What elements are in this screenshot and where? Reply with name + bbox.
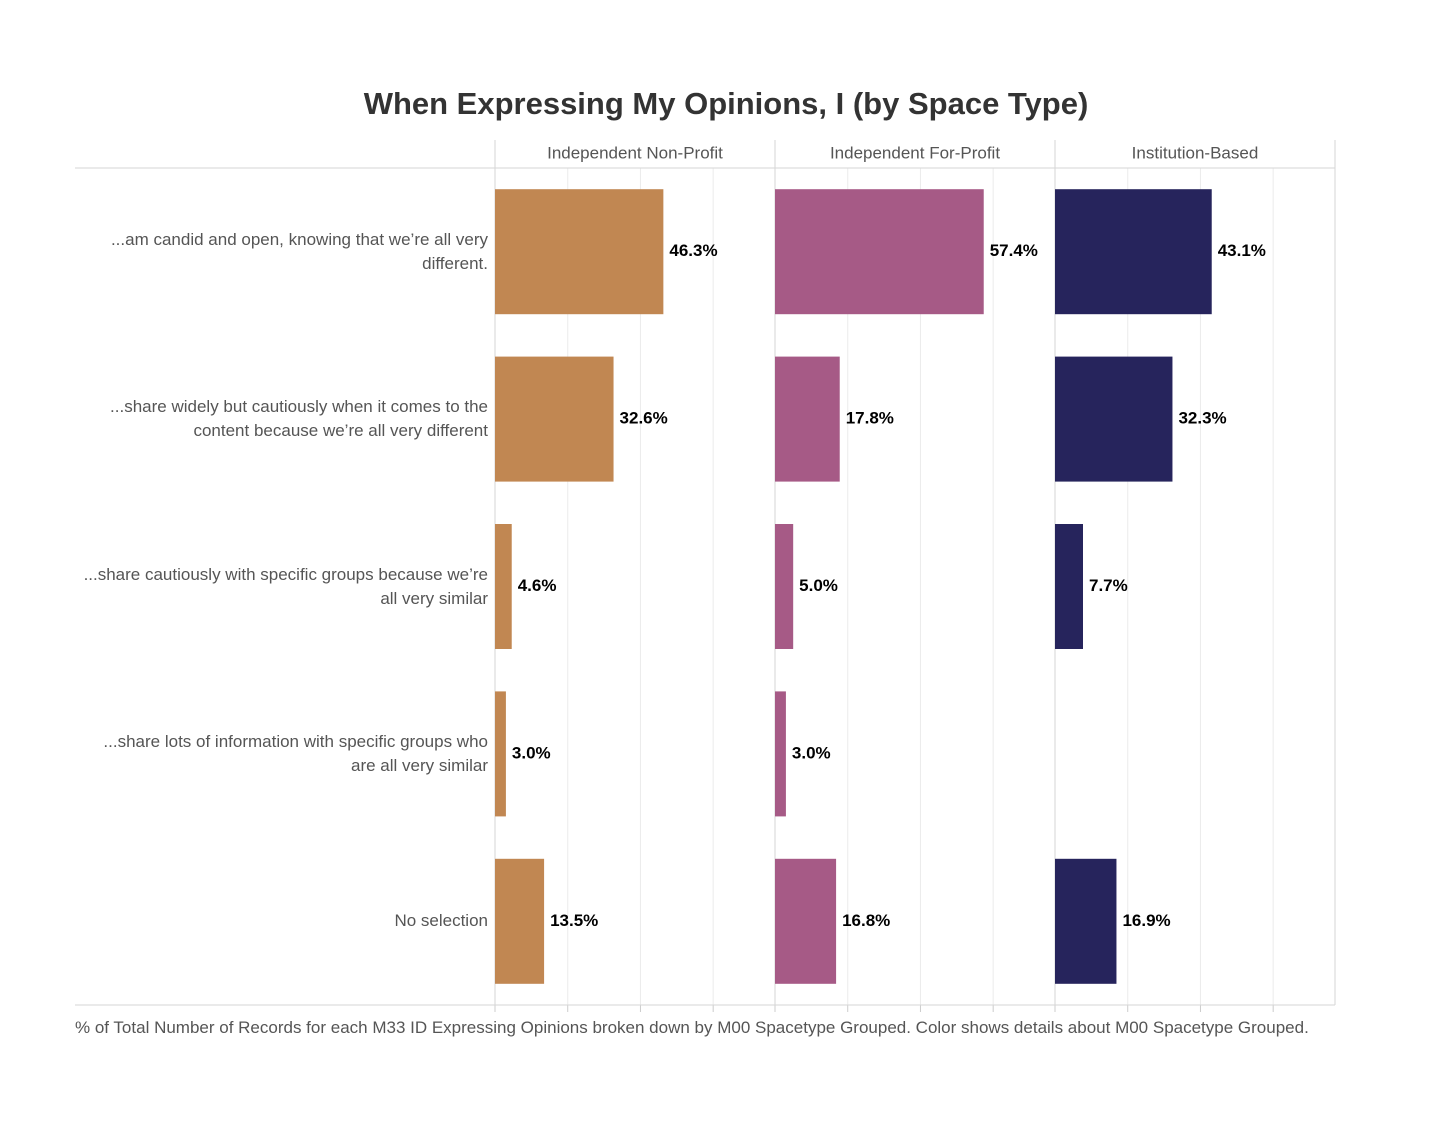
value-label: 16.8% [842, 911, 890, 930]
bar [1055, 356, 1173, 482]
bar [495, 356, 614, 482]
panel-header: Independent For-Profit [830, 143, 1000, 162]
bar [495, 524, 512, 649]
category-label: ...share lots of information with specif… [103, 731, 488, 775]
value-label: 17.8% [846, 409, 894, 428]
value-label: 32.6% [620, 409, 668, 428]
bar [1055, 858, 1117, 984]
value-label: 5.0% [799, 576, 838, 595]
value-label: 43.1% [1218, 241, 1266, 260]
chart-title: When Expressing My Opinions, I (by Space… [364, 86, 1089, 121]
bar [775, 524, 794, 649]
bar [775, 356, 840, 482]
category-label: No selection [394, 911, 488, 931]
category-label: ...am candid and open, knowing that we’r… [110, 229, 488, 273]
value-label: 13.5% [550, 911, 598, 930]
bar [1055, 524, 1083, 649]
value-label: 4.6% [518, 576, 557, 595]
bar [495, 189, 664, 315]
value-label: 3.0% [512, 743, 551, 762]
value-label: 3.0% [792, 743, 831, 762]
bar [775, 189, 984, 315]
bar [495, 858, 545, 984]
panel-header: Independent Non-Profit [547, 143, 723, 162]
category-label: ...share widely but cautiously when it c… [110, 397, 488, 441]
value-label: 16.9% [1122, 911, 1170, 930]
value-label: 57.4% [990, 241, 1038, 260]
value-label: 32.3% [1178, 409, 1226, 428]
bar [1055, 189, 1212, 315]
bar [775, 858, 837, 984]
value-label: 7.7% [1089, 576, 1128, 595]
category-label: ...share cautiously with specific groups… [83, 564, 488, 608]
bar [775, 691, 786, 817]
bar [495, 691, 506, 817]
footnote: % of Total Number of Records for each M3… [75, 1018, 1309, 1037]
panel-header: Institution-Based [1132, 143, 1259, 162]
value-label: 46.3% [669, 241, 717, 260]
